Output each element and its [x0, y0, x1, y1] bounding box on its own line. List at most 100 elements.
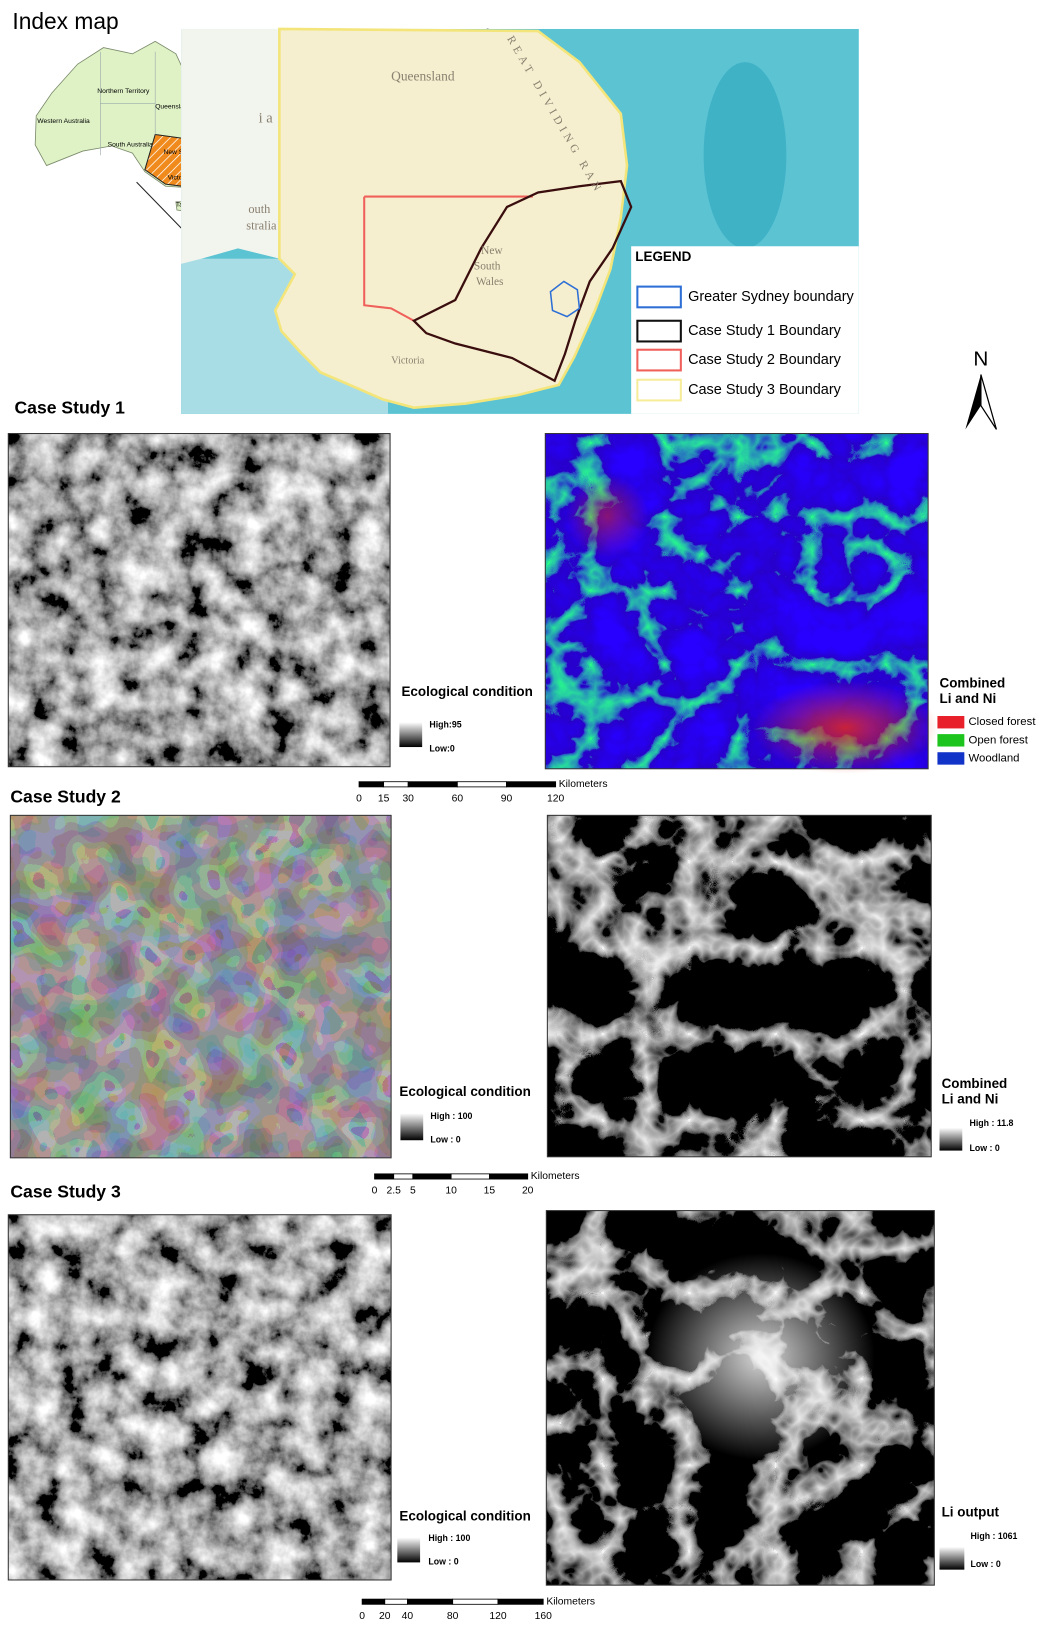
case-study: Case Study 3 Ecological condition High : 1…: [8, 1182, 1017, 1622]
scale-tick-label: 2.5: [387, 1186, 402, 1197]
scale-tick-label: 0: [356, 794, 362, 805]
scale-tick-label: 80: [447, 1611, 459, 1622]
legend-label: Case Study 3 Boundary: [688, 382, 842, 398]
scale-segment: [489, 1174, 527, 1179]
scale-tick-label: 15: [484, 1186, 496, 1197]
legend-swatch: [937, 716, 964, 728]
scale-segment: [375, 1174, 394, 1179]
scale-unit: Kilometers: [559, 779, 608, 790]
legend-ramp: [940, 1128, 963, 1151]
legend-ramp: [399, 722, 422, 747]
legend-swatch: [637, 350, 680, 371]
north-label: N: [973, 348, 988, 371]
case-study: Case Study 2 Ecological condition High : 1…: [10, 786, 1013, 1196]
content: Index map Northern Territory Queensland …: [8, 8, 1036, 1622]
legend-low: Low:0: [429, 743, 454, 753]
figure: Index map Northern Territory Queensland …: [0, 0, 1043, 1626]
legend-title: Ecological condition: [399, 1084, 530, 1099]
ecological-condition-raster: [8, 1215, 391, 1580]
legend-high: High:95: [429, 720, 461, 730]
connectivity-raster: [547, 815, 931, 1156]
scale-tick-label: 15: [378, 794, 390, 805]
legend-high: High : 100: [428, 1533, 470, 1543]
legend-title: Ecological condition: [399, 1508, 530, 1523]
scale-segment: [413, 1174, 451, 1179]
legend-ramp: [397, 1538, 420, 1563]
scale-tick-label: 10: [445, 1186, 457, 1197]
scale-segment: [451, 1174, 489, 1179]
scale-tick-label: 30: [402, 794, 414, 805]
legend-title: Ecological condition: [401, 684, 532, 699]
map-label: Victoria: [391, 355, 425, 366]
legend-high: High : 100: [430, 1111, 472, 1121]
scale-tick-label: 20: [522, 1186, 534, 1197]
case-study: Case Study 1 Ecological condition High:95 L…: [8, 397, 1036, 804]
scale-tick-label: 160: [535, 1611, 552, 1622]
legend-label: Woodland: [968, 752, 1019, 764]
legend-title: Li output: [942, 1504, 1000, 1519]
legend-low: Low : 0: [970, 1143, 1000, 1153]
inset-label: South Australia: [108, 142, 153, 149]
legend-ramp: [940, 1547, 965, 1570]
map-label: outh: [248, 202, 271, 216]
legend-title: Li and Ni: [942, 1091, 999, 1106]
deep-water: [704, 62, 787, 248]
raster-highlight: [752, 681, 938, 774]
scale-segment: [385, 1599, 408, 1604]
scale-tick-label: 60: [452, 794, 464, 805]
legend-ramp: [400, 1113, 423, 1140]
legend-swatch: [937, 752, 964, 764]
case-study-title: Case Study 2: [10, 786, 121, 806]
raster-highlight: [647, 1253, 875, 1460]
raster-highlight: [566, 475, 649, 558]
legend-label: Closed forest: [968, 716, 1036, 728]
scale-unit: Kilometers: [531, 1171, 580, 1182]
scale-segment: [498, 1599, 543, 1604]
scale-unit: Kilometers: [546, 1596, 595, 1607]
scale-segment: [359, 782, 384, 787]
legend-label: Case Study 2 Boundary: [688, 352, 842, 368]
legend-label: Open forest: [968, 734, 1028, 746]
case-studies: Case Study 1 Ecological condition High:95 L…: [8, 397, 1036, 1622]
scale-tick-label: 120: [547, 794, 564, 805]
scale-tick-label: 20: [379, 1611, 391, 1622]
case-study-title: Case Study 3: [10, 1182, 121, 1202]
map-label: Queensland: [391, 69, 455, 84]
scale-segment: [362, 1599, 385, 1604]
legend-high: High : 11.8: [970, 1118, 1014, 1128]
legend-low: Low : 0: [428, 1557, 458, 1567]
legend-title: Li and Ni: [940, 691, 997, 706]
scale-segment: [394, 1174, 413, 1179]
scale-tick-label: 5: [410, 1186, 416, 1197]
legend-title: Combined: [940, 675, 1006, 690]
north-arrow: [981, 375, 997, 430]
case-study-title: Case Study 1: [14, 397, 125, 417]
scale-segment: [384, 782, 409, 787]
scale-tick-label: 90: [501, 794, 513, 805]
map-label: stralia: [246, 218, 277, 232]
inset-label: Western Australia: [37, 118, 90, 125]
scale-segment: [506, 782, 555, 787]
scale-tick-label: 0: [372, 1186, 378, 1197]
case-study-3-boundary: [275, 29, 627, 408]
north-arrow: [965, 375, 981, 430]
legend-low: Low : 0: [971, 1559, 1001, 1569]
legend-label: Case Study 1 Boundary: [688, 323, 842, 339]
legend-swatch: [637, 287, 680, 308]
scale-tick-label: 120: [489, 1611, 506, 1622]
legend-low: Low : 0: [430, 1135, 460, 1145]
legend-title: Combined: [942, 1076, 1008, 1091]
legend-label: Greater Sydney boundary: [688, 289, 854, 305]
legend-swatch: [937, 734, 964, 746]
scale-segment: [457, 782, 506, 787]
legend-title: LEGEND: [635, 249, 691, 264]
scale-tick-label: 40: [402, 1611, 414, 1622]
scale-segment: [408, 782, 457, 787]
map-label: i a: [259, 110, 274, 126]
scale-segment: [453, 1599, 498, 1604]
scale-segment: [407, 1599, 452, 1604]
ecological-condition-raster: [8, 434, 390, 767]
inset-label: Northern Territory: [97, 88, 150, 95]
page: Index map Northern Territory Queensland …: [0, 0, 1043, 1626]
ecological-condition-raster: [10, 815, 391, 1157]
